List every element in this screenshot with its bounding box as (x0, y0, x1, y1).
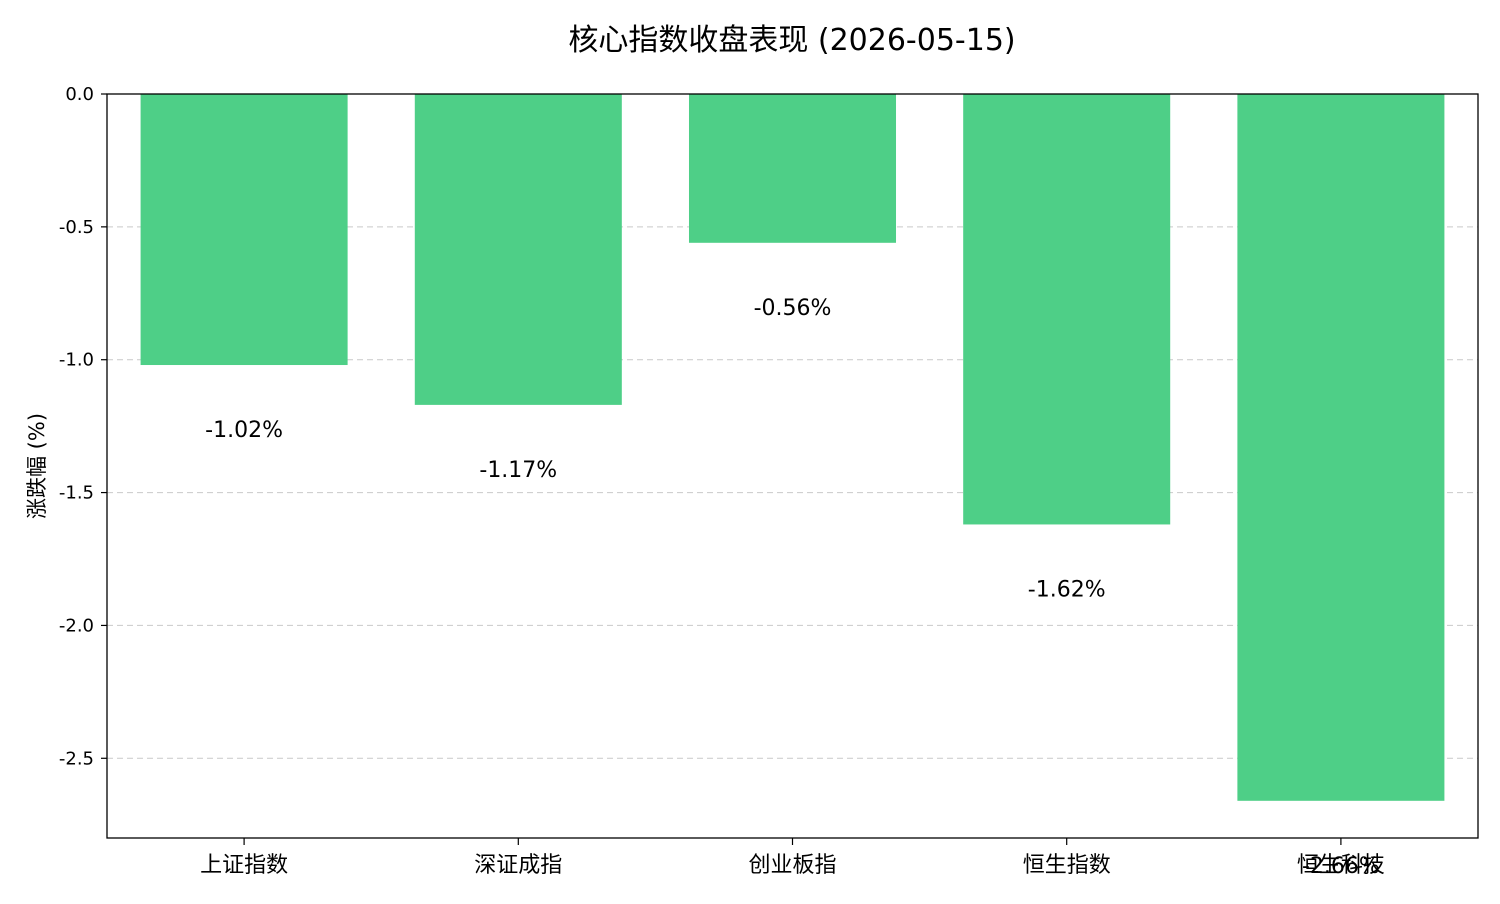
bar (963, 94, 1171, 525)
y-axis-label: 涨跌幅 (%) (25, 413, 49, 519)
x-tick-label: 创业板指 (748, 853, 836, 878)
bar (1237, 94, 1445, 801)
x-tick-label: 上证指数 (200, 853, 288, 878)
x-tick-label: 深证成指 (474, 853, 562, 878)
bar (140, 94, 348, 366)
bars (140, 94, 1445, 801)
x-tick-label: 恒生指数 (1023, 853, 1111, 878)
data-label: -1.17% (479, 458, 557, 483)
x-axis-ticks: 上证指数 深证成指 创业板指 恒生指数 恒生科技 (200, 838, 1385, 878)
data-label: -1.62% (1028, 577, 1106, 602)
y-tick-label: -1.5 (59, 483, 94, 504)
data-label: -1.02% (205, 418, 283, 443)
x-tick-label: 恒生科技 (1297, 853, 1385, 878)
y-axis-ticks: 0.0 -0.5 -1.0 -1.5 -2.0 -2.5 (59, 84, 107, 769)
y-tick-label: -2.0 (59, 615, 94, 636)
chart-title: 核心指数收盘表现 (2026-05-15) (568, 23, 1015, 58)
bar (688, 94, 897, 243)
y-tick-label: 0.0 (65, 84, 94, 105)
y-tick-label: -1.0 (59, 350, 94, 371)
data-label: -0.56% (754, 296, 832, 321)
bar (414, 94, 622, 405)
data-label: -2.66% (1302, 854, 1380, 879)
data-labels: -1.02% -1.17% -0.56% -1.62% -2.66% (205, 296, 1380, 879)
y-tick-label: -2.5 (59, 748, 94, 769)
y-tick-label: -0.5 (59, 217, 94, 238)
